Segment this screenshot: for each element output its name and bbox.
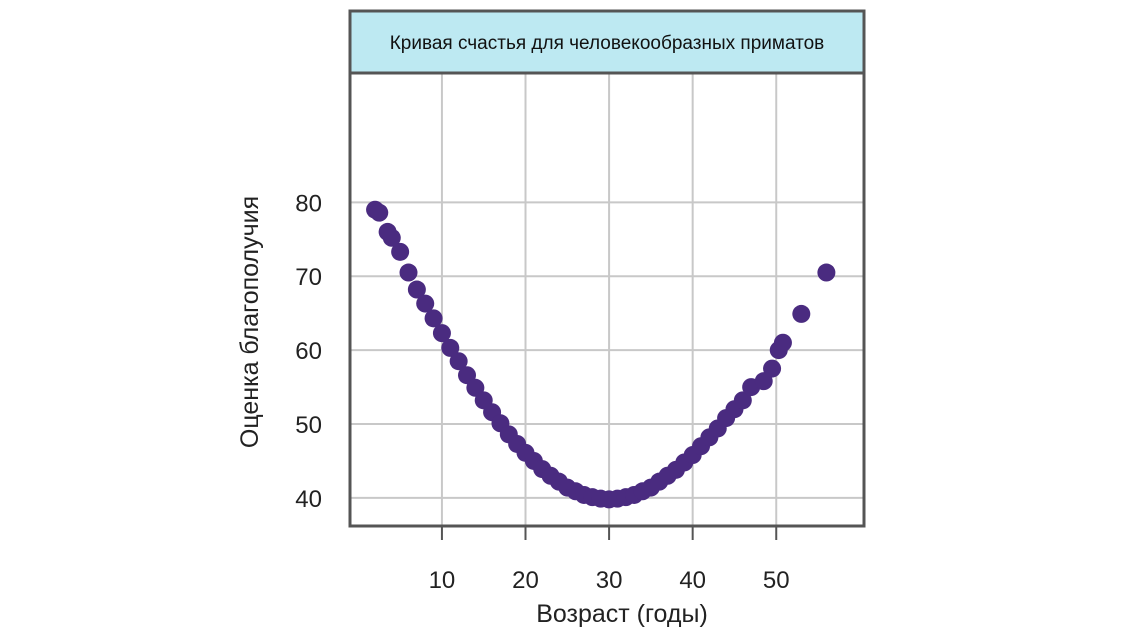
y-tick-label: 50 (295, 412, 322, 439)
data-point (391, 242, 410, 261)
data-point (399, 263, 418, 282)
data-point (416, 294, 435, 313)
data-point (733, 391, 752, 410)
data-points (366, 200, 836, 509)
y-axis-label: Оценка благополучия (236, 196, 264, 448)
title-band: Кривая счастья для человекообразных прим… (348, 9, 866, 75)
y-tick-label: 80 (295, 190, 322, 217)
data-point (773, 333, 792, 352)
title-band-box (348, 9, 866, 75)
chart-title: Кривая счастья для человекообразных прим… (390, 33, 825, 54)
x-tick-label: 40 (679, 567, 706, 594)
data-point (432, 324, 451, 343)
y-tick-label: 70 (295, 264, 322, 291)
x-tick-labels: 10 20 30 40 50 (429, 567, 790, 594)
data-point (424, 309, 443, 328)
data-point (817, 263, 836, 282)
data-point (441, 338, 460, 357)
data-point (407, 280, 426, 299)
y-tick-label: 40 (295, 486, 322, 513)
x-tick-label: 10 (429, 567, 456, 594)
x-tick-label: 20 (512, 567, 539, 594)
data-point (370, 203, 389, 222)
data-point (382, 228, 401, 247)
x-axis-label: Возраст (годы) (536, 600, 708, 628)
data-point (792, 304, 811, 323)
y-tick-label: 60 (295, 338, 322, 365)
data-point (763, 359, 782, 378)
x-tick-label: 30 (596, 567, 623, 594)
y-tick-labels: 40 50 60 70 80 (295, 190, 322, 513)
data-point (449, 352, 468, 371)
x-tick-label: 50 (763, 567, 790, 594)
